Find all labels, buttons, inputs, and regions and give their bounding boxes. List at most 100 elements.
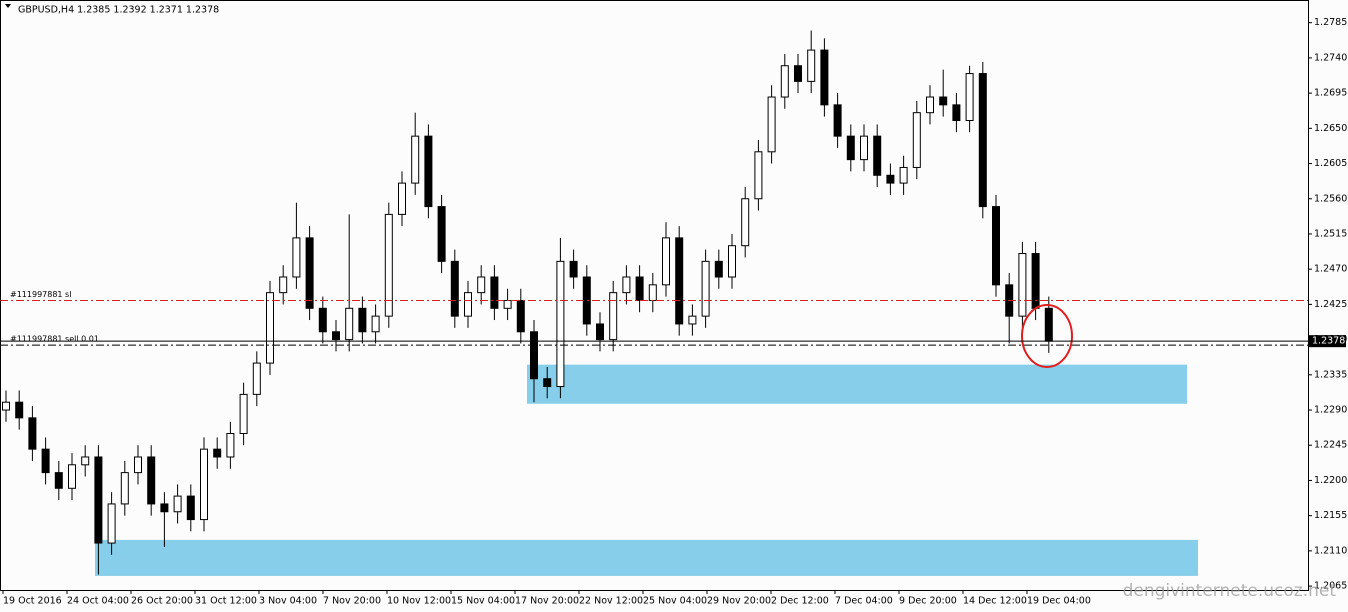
- x-tick-label: 19 Dec 04:00: [1027, 596, 1091, 607]
- zones: [95, 364, 1198, 576]
- candle-body: [543, 378, 552, 388]
- candle-body: [846, 135, 855, 161]
- candle-body: [635, 276, 644, 301]
- candle-body: [94, 456, 103, 544]
- x-tick-label: 7 Nov 20:00: [323, 596, 381, 607]
- highlight-circle: [1021, 304, 1073, 368]
- candle-body: [358, 307, 367, 333]
- x-tick-label: 22 Nov 12:00: [579, 596, 643, 607]
- candles: [2, 30, 1053, 575]
- candle-body: [939, 96, 948, 106]
- y-tick-label: 1.2470: [1314, 264, 1347, 275]
- candle-body: [780, 65, 789, 98]
- x-tick-label: 25 Nov 04:00: [643, 596, 707, 607]
- y-tick-label: 1.2335: [1314, 369, 1347, 380]
- x-tick-label: 24 Oct 04:00: [67, 596, 129, 607]
- candle-body: [503, 299, 512, 309]
- x-tick-label: 31 Oct 12:00: [195, 596, 257, 607]
- candle-body: [516, 299, 525, 333]
- x-tick-label: 19 Oct 2016: [3, 596, 62, 607]
- candle-body: [622, 276, 631, 294]
- y-tick-label: 1.2200: [1314, 475, 1347, 486]
- candle-body: [2, 401, 10, 411]
- candle-body: [424, 135, 433, 208]
- y-tick-label: 1.2650: [1314, 123, 1347, 134]
- y-tick-label: 1.2065: [1314, 581, 1347, 592]
- x-tick-label: 2 Dec 12:00: [771, 596, 829, 607]
- y-tick-label: 1.2695: [1314, 88, 1347, 99]
- x-tick-label: 10 Nov 12:00: [387, 596, 451, 607]
- order-label: #111997881 sl: [10, 290, 71, 299]
- candle-body: [1044, 307, 1053, 342]
- candle-body: [648, 284, 657, 301]
- candle-body: [213, 448, 222, 458]
- y-tick-label: 1.2110: [1314, 545, 1347, 556]
- candle-body: [860, 135, 868, 161]
- candle-body: [239, 393, 248, 435]
- bid-box: [1308, 335, 1346, 348]
- candle-body: [160, 503, 169, 513]
- candle-body: [332, 331, 340, 341]
- candle-body: [886, 174, 895, 184]
- bid-label: 1.2378: [1312, 336, 1345, 347]
- candle-body: [226, 433, 235, 458]
- candle-body: [688, 315, 697, 325]
- zone: [95, 539, 1198, 576]
- candle-body: [873, 135, 882, 176]
- x-tick-label: 9 Dec 20:00: [899, 596, 957, 607]
- candle-body: [200, 448, 208, 521]
- candle-body: [279, 276, 288, 294]
- x-tick-label: 14 Dec 12:00: [963, 596, 1027, 607]
- candle-body: [450, 260, 459, 317]
- candle-body: [978, 73, 987, 208]
- watermark: dengivinternete.ucoz.net: [1123, 581, 1337, 601]
- candle-body: [384, 213, 393, 317]
- candle-body: [926, 96, 934, 114]
- y-tick-label: 1.2245: [1314, 440, 1347, 451]
- y-tick-label: 1.2560: [1314, 193, 1347, 204]
- candle-body: [965, 73, 974, 122]
- y-tick-label: 1.2785: [1314, 17, 1347, 28]
- order-label: #111997881 sell 0.01: [10, 335, 99, 344]
- candle-body: [371, 315, 380, 333]
- candle-body: [754, 151, 763, 200]
- candle-body: [28, 417, 37, 450]
- candle-body: [675, 237, 684, 325]
- chart-title: GBPUSD,H4 1.2385 1.2392 1.2371 1.2378: [18, 5, 219, 16]
- candle-body: [477, 276, 486, 294]
- candle-body: [147, 456, 156, 505]
- candle-body: [437, 206, 446, 262]
- candle-body: [1018, 253, 1027, 317]
- candle-body: [266, 292, 274, 364]
- candle-body: [556, 260, 565, 388]
- candle-body: [292, 237, 301, 278]
- candle-body: [81, 456, 90, 466]
- candle-body: [120, 472, 129, 505]
- candle-body: [490, 276, 499, 309]
- y-tick-label: 1.2290: [1314, 405, 1347, 416]
- y-tick-label: 1.2155: [1314, 510, 1347, 521]
- candle-body: [728, 245, 736, 278]
- x-tick-label: 17 Nov 20:00: [515, 596, 579, 607]
- candle-body: [609, 292, 618, 341]
- y-tick-label: 1.2425: [1314, 299, 1347, 310]
- candle-body: [569, 260, 578, 278]
- zone: [527, 364, 1187, 404]
- candle-body: [767, 96, 776, 153]
- x-tick-label: 3 Nov 04:00: [259, 596, 317, 607]
- candle-body: [173, 495, 182, 513]
- candle-body: [464, 292, 472, 317]
- candle-body: [398, 182, 406, 215]
- candle-body: [662, 237, 670, 286]
- candle-body: [15, 401, 24, 419]
- candle-body: [107, 503, 116, 544]
- candle-body: [582, 276, 591, 325]
- candle-body: [833, 104, 842, 137]
- candle-body: [318, 307, 327, 333]
- candle-body: [41, 448, 50, 474]
- collapse-icon: [5, 4, 11, 8]
- candle-body: [820, 49, 829, 106]
- candle-body: [596, 323, 604, 341]
